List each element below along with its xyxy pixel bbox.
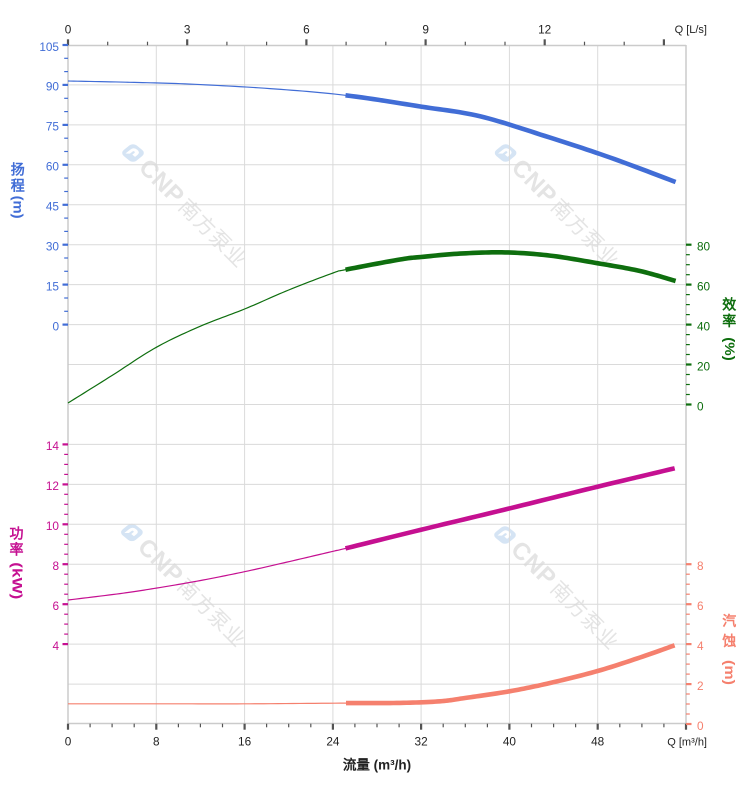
svg-text:8: 8 <box>52 559 59 573</box>
svg-text:率: 率 <box>722 313 736 329</box>
svg-text:Q [L/s]: Q [L/s] <box>675 24 707 36</box>
svg-text:效: 效 <box>722 297 737 313</box>
svg-text:蚀: 蚀 <box>721 633 736 649</box>
svg-text:Q [m³/h]: Q [m³/h] <box>667 737 707 749</box>
svg-text:12: 12 <box>46 479 59 493</box>
svg-text:功: 功 <box>10 525 24 541</box>
svg-text:0: 0 <box>65 22 72 36</box>
svg-text:6: 6 <box>52 599 59 613</box>
svg-text:(m): (m) <box>722 660 738 685</box>
svg-text:20: 20 <box>697 359 711 373</box>
svg-text:80: 80 <box>697 240 711 254</box>
svg-text:(m): (m) <box>11 196 27 219</box>
svg-text:60: 60 <box>46 160 60 174</box>
svg-text:12: 12 <box>538 22 551 36</box>
svg-text:48: 48 <box>591 735 605 749</box>
svg-text:流量 (m³/h): 流量 (m³/h) <box>343 757 411 773</box>
svg-text:105: 105 <box>39 40 59 54</box>
svg-text:8: 8 <box>697 559 704 573</box>
svg-text:14: 14 <box>46 439 60 453</box>
svg-text:2: 2 <box>697 679 704 693</box>
svg-text:0: 0 <box>65 735 72 749</box>
svg-text:90: 90 <box>46 80 60 94</box>
svg-text:程: 程 <box>11 178 25 194</box>
svg-text:6: 6 <box>303 22 310 36</box>
svg-text:9: 9 <box>422 22 429 36</box>
svg-text:24: 24 <box>326 735 340 749</box>
svg-text:3: 3 <box>184 22 191 36</box>
svg-text:0: 0 <box>697 719 704 733</box>
svg-text:30: 30 <box>46 240 60 254</box>
svg-text:10: 10 <box>46 519 60 533</box>
svg-text:16: 16 <box>238 735 252 749</box>
svg-text:汽: 汽 <box>722 613 736 629</box>
svg-text:扬: 扬 <box>11 162 25 178</box>
svg-text:32: 32 <box>415 735 428 749</box>
svg-text:率: 率 <box>10 541 24 557</box>
svg-text:40: 40 <box>503 735 517 749</box>
svg-text:0: 0 <box>697 399 704 413</box>
svg-text:15: 15 <box>46 279 60 293</box>
svg-text:4: 4 <box>52 639 59 653</box>
svg-text:0: 0 <box>52 319 59 333</box>
svg-text:6: 6 <box>697 599 704 613</box>
svg-text:45: 45 <box>46 200 60 214</box>
svg-text:75: 75 <box>46 120 60 134</box>
svg-text:4: 4 <box>697 639 704 653</box>
svg-text:8: 8 <box>153 735 160 749</box>
svg-text:(%): (%) <box>722 337 738 361</box>
svg-text:60: 60 <box>697 279 711 293</box>
svg-text:40: 40 <box>697 319 711 333</box>
svg-text:(kW): (kW) <box>9 562 25 599</box>
